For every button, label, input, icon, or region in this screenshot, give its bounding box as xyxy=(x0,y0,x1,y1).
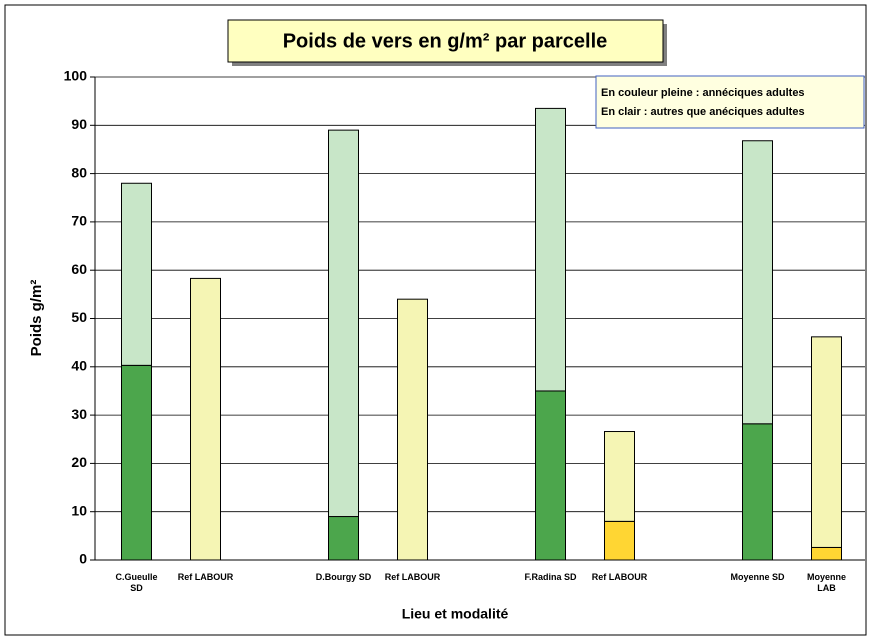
y-tick-label: 40 xyxy=(71,358,87,374)
bar-segment xyxy=(742,423,773,561)
y-tick-label: 20 xyxy=(71,454,87,470)
bar-segment xyxy=(190,277,221,561)
x-tick-label: Ref LABOUR xyxy=(384,572,441,582)
x-axis-label: Lieu et modalité xyxy=(402,606,509,622)
y-tick-label: 100 xyxy=(64,68,88,84)
legend-entry: En couleur pleine : annéciques adultes xyxy=(601,87,805,99)
x-tick-label: D.Bourgy SD xyxy=(315,572,372,582)
bar-segment xyxy=(397,298,428,561)
bar-segment xyxy=(535,107,566,392)
bar-segment xyxy=(604,520,635,561)
bar-segment xyxy=(604,431,635,522)
bar-segment xyxy=(811,546,842,561)
y-tick-label: 10 xyxy=(71,502,87,518)
x-tick-label: Moyenne LAB xyxy=(806,572,846,593)
y-tick-label: 60 xyxy=(71,261,87,277)
chart-title: Poids de vers en g/m² par parcelle xyxy=(283,30,608,52)
y-tick-label: 70 xyxy=(71,213,87,229)
y-tick-label: 90 xyxy=(71,116,87,132)
x-tick-label: Ref LABOUR xyxy=(591,572,648,582)
bar-segment xyxy=(535,390,566,561)
bar-segment xyxy=(121,182,152,366)
x-tick-label: Ref LABOUR xyxy=(177,572,234,582)
bar-segment xyxy=(328,516,359,561)
legend-box xyxy=(595,75,865,129)
title-box xyxy=(227,19,664,63)
y-tick-label: 80 xyxy=(71,164,87,180)
x-tick-label: C.Gueulle SD xyxy=(115,572,158,593)
y-tick-label: 30 xyxy=(71,406,87,422)
x-tick-label: Moyenne SD xyxy=(730,572,785,582)
plot: 0 10 20 30 40 50 60 70 80 90 100 xyxy=(64,68,865,567)
bar-segment xyxy=(742,140,773,425)
y-tick-label: 0 xyxy=(79,551,87,567)
legend-entry: En clair : autres que anéciques adultes xyxy=(601,106,805,118)
x-tick-label: F.Radina SD xyxy=(524,572,577,582)
bar-segment xyxy=(328,129,359,518)
bar-segment xyxy=(121,364,152,561)
y-axis-label: Poids g/m² xyxy=(28,280,45,357)
bar-segment xyxy=(811,336,842,548)
y-tick-label: 50 xyxy=(71,309,87,325)
